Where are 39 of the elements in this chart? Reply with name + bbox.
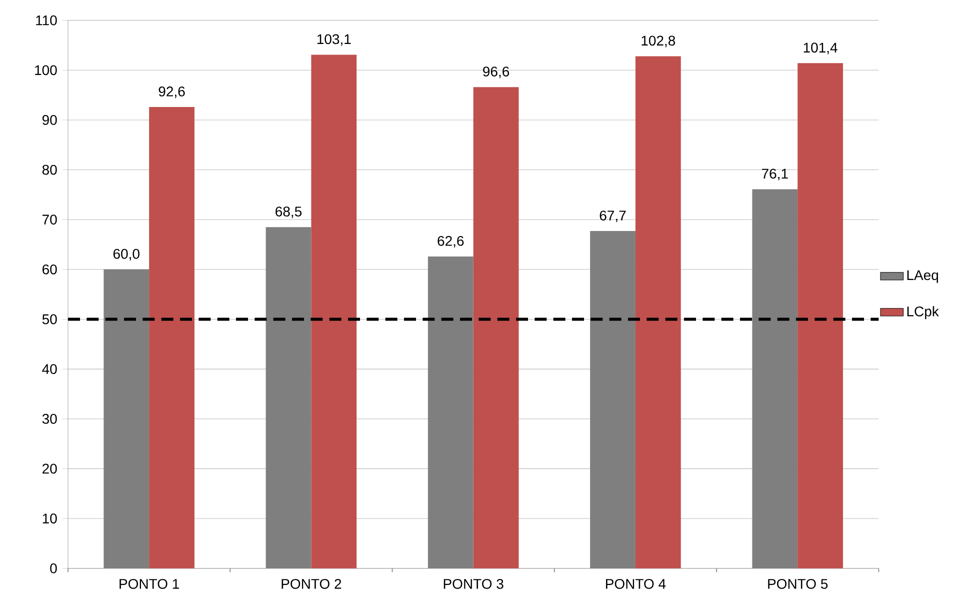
bar (752, 189, 798, 568)
data-label: 92,6 (158, 86, 185, 98)
bar (635, 56, 681, 568)
y-tick-label: 30 (42, 414, 57, 424)
y-tick-label: 40 (42, 364, 57, 374)
bar (590, 231, 636, 568)
data-label: 67,7 (600, 210, 626, 222)
y-tick-label: 80 (42, 164, 57, 175)
data-label: 103,1 (317, 34, 351, 46)
bar (798, 63, 843, 568)
bar (104, 269, 150, 568)
y-tick-label: 20 (42, 464, 57, 474)
data-label: 96,6 (483, 66, 510, 78)
bar (428, 256, 474, 568)
data-label: 101,4 (804, 42, 838, 54)
y-tick-label: 100 (35, 65, 57, 76)
x-tick-label: PONTO 3 (444, 578, 504, 589)
data-label: 102,8 (642, 36, 676, 48)
bar (311, 54, 357, 568)
y-tick-label: 110 (36, 15, 57, 26)
x-tick-label: PONTO 2 (282, 578, 342, 589)
bar (473, 87, 519, 568)
x-tick-label: PONTO 1 (120, 578, 179, 589)
bar (266, 227, 312, 568)
data-label: 68,5 (276, 206, 302, 218)
y-tick-label: 70 (42, 214, 57, 225)
y-tick-label: 0 (50, 563, 57, 574)
y-tick-label: 90 (42, 115, 57, 125)
data-label: 60,0 (113, 248, 140, 260)
data-label: 76,1 (762, 168, 788, 180)
y-tick-label: 60 (42, 264, 57, 274)
bar (149, 107, 194, 568)
legend-label: LAeq (907, 270, 938, 283)
legend-label: LCpk (907, 306, 939, 320)
x-tick-label: PONTO 5 (768, 578, 828, 589)
x-tick-label: PONTO 4 (606, 578, 666, 589)
y-tick-label: 50 (42, 314, 57, 324)
data-label: 62,6 (438, 236, 464, 248)
y-tick-label: 10 (42, 514, 57, 524)
